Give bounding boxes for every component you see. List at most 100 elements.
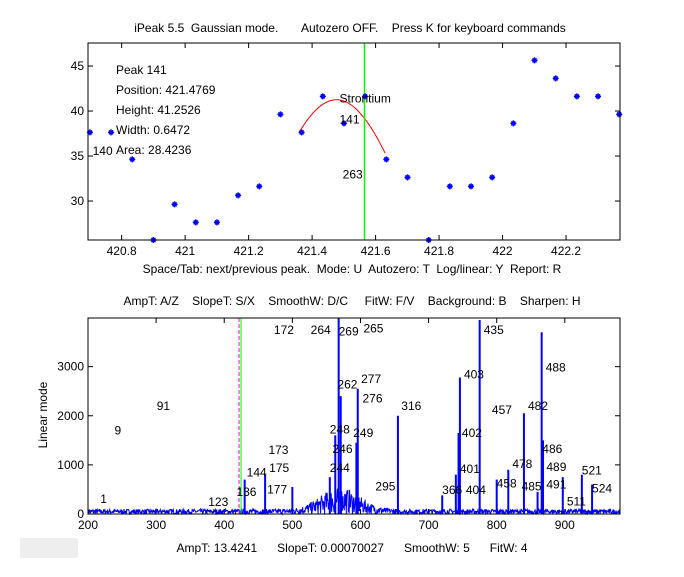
peak-number-label: 402 <box>462 426 482 440</box>
y-tick-label: 0 <box>77 507 84 521</box>
x-tick-label: 400 <box>214 518 234 532</box>
x-tick-label: 800 <box>487 518 507 532</box>
data-point <box>404 174 411 181</box>
peak-number-label: 265 <box>363 321 383 335</box>
y-tick-label: 30 <box>71 194 85 208</box>
peak-number-label: 123 <box>208 495 228 509</box>
x-tick-label: 422.2 <box>551 244 581 258</box>
peak-annotation: 140 <box>93 144 113 158</box>
data-point <box>616 111 623 118</box>
peak-number-label: 91 <box>157 399 171 413</box>
peak-number-label: 366 <box>442 483 462 497</box>
data-point <box>129 156 136 163</box>
plot-frame <box>87 317 621 515</box>
peak-number-label: 248 <box>330 422 350 436</box>
x-tick-label: 500 <box>282 518 302 532</box>
data-point <box>446 183 453 190</box>
peak-number-label: 524 <box>592 481 612 495</box>
peak-number-label: 482 <box>528 399 548 413</box>
spectrum-line <box>87 487 621 516</box>
peak-annotation: 263 <box>343 167 363 181</box>
peak-number-label: 457 <box>492 403 512 417</box>
data-point <box>298 129 305 136</box>
peak-number-label: 1 <box>100 492 107 506</box>
bottom-plot-title: AmpT: A/Z SlopeT: S/X SmoothW: D/C FitW:… <box>123 294 580 308</box>
top-plot[interactable]: 420.8 421 421.2 421.4 421.6 421.8 422 422.2 30 35… <box>71 42 623 258</box>
peak-info-line: Width: 0.6472 <box>116 123 190 137</box>
peak-number-label: 295 <box>375 479 395 493</box>
data-point <box>213 219 220 226</box>
peak-number-label: 173 <box>268 443 288 457</box>
peak-number-label: 249 <box>353 426 373 440</box>
peak-number-label: 489 <box>546 460 566 474</box>
peak-info-line: Area: 28.4236 <box>116 143 192 157</box>
data-point <box>362 93 369 100</box>
fit-curve <box>298 99 386 154</box>
data-point <box>383 156 390 163</box>
data-point <box>235 192 242 199</box>
y-tick-label: 2000 <box>57 409 84 423</box>
peak-number-label: 269 <box>339 325 359 339</box>
peak-number-label: 9 <box>115 423 122 437</box>
peak-number-label: 485 <box>522 479 542 493</box>
bottom-plot-ylabel: Linear mode <box>36 381 50 448</box>
x-tick-label: 421.4 <box>297 244 327 258</box>
x-tick-label: 421 <box>175 244 195 258</box>
x-tick-label: 421.2 <box>234 244 264 258</box>
x-tick-label: 420.8 <box>107 244 137 258</box>
peak-number-label: 277 <box>361 372 381 386</box>
data-point <box>573 93 580 100</box>
peak-number-label: 478 <box>512 457 532 471</box>
peak-number-label: 144 <box>247 466 267 480</box>
peak-number-label: 262 <box>337 378 357 392</box>
peak-number-label: 276 <box>362 392 382 406</box>
y-tick-label: 35 <box>71 149 85 163</box>
peak-number-label: 172 <box>274 323 294 337</box>
y-tick-label: 1000 <box>57 458 84 472</box>
x-tick-label: 300 <box>146 518 166 532</box>
peak-number-label: 316 <box>401 399 421 413</box>
data-point <box>489 174 496 181</box>
peak-number-label: 491 <box>546 478 566 492</box>
bottom-plot-xlabel: AmpT: 13.4241 SlopeT: 0.00070027 SmoothW… <box>176 541 527 555</box>
y-tick-label: 45 <box>71 59 85 73</box>
x-tick-label: 421.8 <box>424 244 454 258</box>
peak-info-line: Position: 421.4769 <box>116 83 216 97</box>
peak-number-label: 403 <box>464 367 484 381</box>
peak-number-label: 244 <box>330 461 350 475</box>
data-point <box>108 129 115 136</box>
data-point <box>468 183 475 190</box>
peak-number-label: 136 <box>236 485 256 499</box>
peak-annotation: Strontium <box>339 92 390 106</box>
peak-number-label: 175 <box>269 461 289 475</box>
peak-number-label: 246 <box>332 442 352 456</box>
data-point <box>319 93 326 100</box>
peak-number-label: 435 <box>484 323 504 337</box>
status-box <box>20 538 78 558</box>
data-point <box>256 183 263 190</box>
data-point <box>86 129 93 136</box>
x-tick-label: 600 <box>350 518 370 532</box>
plot-area <box>88 318 620 514</box>
bottom-plot[interactable]: 200 300 400 500 600 700 800 900 0 1000 2000 3000 172… <box>57 317 621 532</box>
peak-number-label: 264 <box>311 323 331 337</box>
peak-number-label: 404 <box>466 483 486 497</box>
peak-annotation: 141 <box>339 112 359 126</box>
peak-number-label: 458 <box>497 477 517 491</box>
peak-number-label: 486 <box>542 442 562 456</box>
data-point <box>552 75 559 82</box>
peak-number-label: 488 <box>546 361 566 375</box>
data-point <box>595 93 602 100</box>
y-tick-label: 40 <box>71 104 85 118</box>
y-tick-label: 3000 <box>57 360 84 374</box>
x-tick-label: 421.6 <box>361 244 391 258</box>
data-point <box>531 57 538 64</box>
x-tick-label: 900 <box>555 518 575 532</box>
top-plot-title: iPeak 5.5 Gaussian mode. Autozero OFF. P… <box>134 21 566 35</box>
top-plot-xlabel: Space/Tab: next/previous peak. Mode: U A… <box>143 262 562 276</box>
peak-info-line: Height: 41.2526 <box>116 103 201 117</box>
peak-info-line: Peak 141 <box>116 63 167 77</box>
plot-frame <box>87 42 621 241</box>
data-point <box>340 120 347 127</box>
